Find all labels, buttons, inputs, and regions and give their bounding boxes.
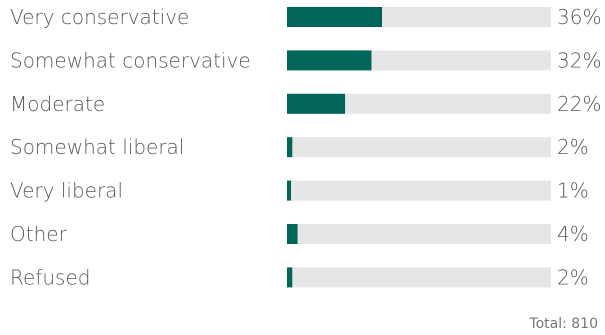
category-label: Very liberal: [10, 179, 123, 203]
bar-track: [287, 224, 551, 244]
bar: [287, 224, 298, 244]
value-label: 2%: [557, 135, 589, 159]
value-label: 1%: [557, 179, 589, 203]
bar: [287, 137, 293, 158]
category-label: Refused: [10, 265, 90, 289]
bar: [287, 7, 383, 27]
value-label: 36%: [557, 5, 601, 29]
bar: [287, 180, 291, 201]
bar-track: [287, 267, 551, 288]
total-footnote: Total: 810: [528, 316, 598, 332]
bar-track: [287, 180, 551, 201]
value-label: 2%: [557, 265, 589, 289]
chart-rows: Very conservative 36% Somewhat conservativ…: [10, 5, 601, 289]
category-label: Very conservative: [10, 5, 189, 29]
bar: [287, 50, 372, 71]
category-label: Other: [10, 222, 68, 246]
category-label: Somewhat liberal: [10, 135, 184, 159]
value-label: 22%: [557, 92, 601, 116]
bar: [287, 93, 346, 114]
value-label: 32%: [557, 48, 601, 72]
category-label: Somewhat conservative: [10, 48, 251, 72]
value-label: 4%: [557, 222, 589, 246]
bar-track: [287, 137, 551, 158]
bar: [287, 267, 293, 288]
category-label: Moderate: [10, 92, 105, 116]
bar-track: [287, 93, 551, 114]
